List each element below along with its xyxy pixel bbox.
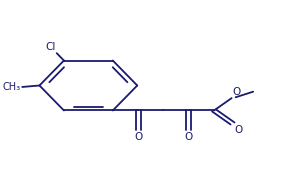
Text: Cl: Cl [45,42,55,52]
Text: O: O [184,132,193,142]
Text: O: O [134,132,142,142]
Text: O: O [233,87,241,97]
Text: O: O [234,125,242,135]
Text: CH₃: CH₃ [3,82,21,92]
